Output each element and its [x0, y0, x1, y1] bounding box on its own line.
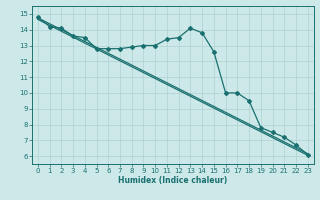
X-axis label: Humidex (Indice chaleur): Humidex (Indice chaleur) — [118, 176, 228, 185]
